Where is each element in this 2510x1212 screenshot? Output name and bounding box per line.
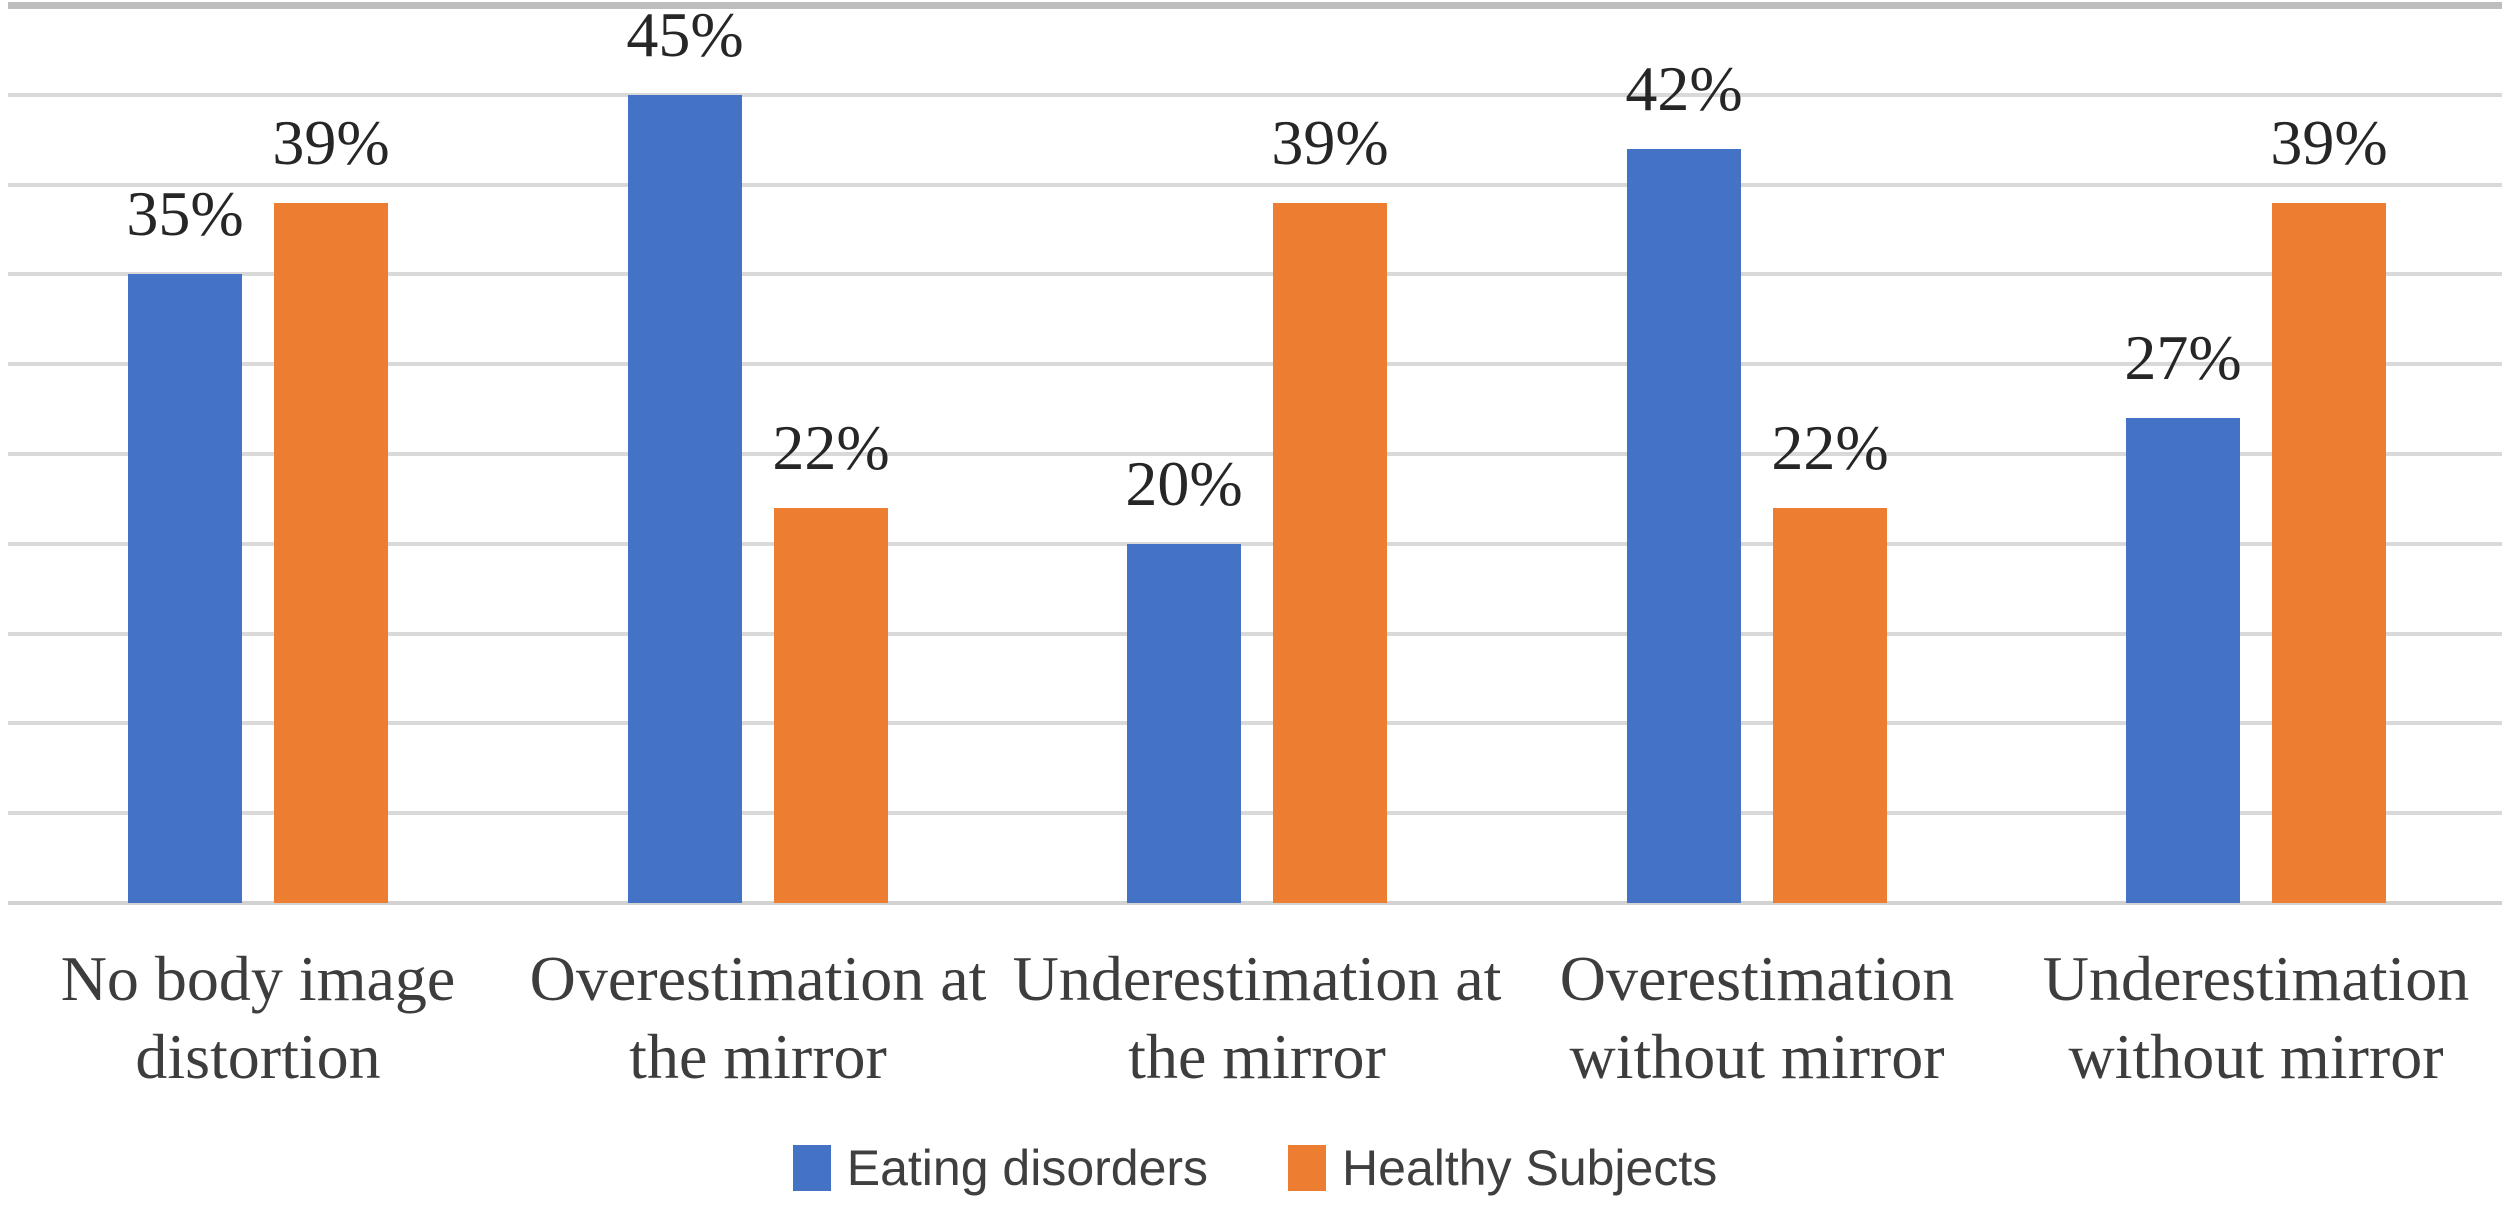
legend-swatch-eating-disorders-icon: [792, 1145, 831, 1191]
bar-eating-disorders-0: [128, 274, 242, 903]
bar-eating-disorders-3: [1627, 149, 1741, 903]
gridline-35pct: [8, 272, 2502, 276]
legend: Eating disorders Healthy Subjects: [0, 1136, 2510, 1200]
category-label-0: No body image distortion: [60, 943, 456, 1092]
data-label-eating-disorders-0: 35%: [126, 178, 244, 249]
bar-healthy-subjects-2: [1273, 203, 1387, 903]
gridline-50pct: [8, 2, 2502, 9]
category-label-4: Underestimation without mirror: [2042, 943, 2470, 1092]
category-label-2: Underestimation at the mirror: [1012, 943, 1502, 1092]
category-label-1: Overestimation at the mirror: [529, 943, 987, 1092]
gridline-10pct: [8, 721, 2502, 725]
bar-healthy-subjects-0: [274, 203, 388, 903]
data-label-healthy-subjects-2: 39%: [1271, 107, 1389, 178]
data-label-eating-disorders-1: 45%: [626, 0, 744, 70]
data-label-eating-disorders-2: 20%: [1125, 448, 1243, 519]
gridline-5pct: [8, 811, 2502, 815]
gridline-45pct: [8, 93, 2502, 97]
data-label-healthy-subjects-0: 39%: [272, 107, 390, 178]
legend-label-healthy-subjects: Healthy Subjects: [1342, 1140, 1718, 1196]
legend-item-eating-disorders: Eating disorders: [792, 1139, 1209, 1197]
data-label-healthy-subjects-4: 39%: [2270, 107, 2388, 178]
bar-eating-disorders-4: [2126, 418, 2240, 903]
gridline-15pct: [8, 632, 2502, 636]
bar-healthy-subjects-1: [774, 508, 888, 903]
legend-label-eating-disorders: Eating disorders: [846, 1140, 1209, 1196]
bar-eating-disorders-1: [628, 95, 742, 903]
gridline-0pct: [8, 901, 2502, 905]
bar-eating-disorders-2: [1127, 544, 1241, 903]
gridline-25pct: [8, 452, 2502, 456]
gridline-30pct: [8, 362, 2502, 366]
data-label-eating-disorders-3: 42%: [1625, 53, 1743, 124]
bar-healthy-subjects-4: [2272, 203, 2386, 903]
plot-area: 35% 45% 20% 42% 27% 39% 22% 39% 22% 39%: [8, 0, 2502, 905]
data-label-healthy-subjects-3: 22%: [1771, 412, 1889, 483]
data-label-healthy-subjects-1: 22%: [772, 412, 890, 483]
category-label-3: Overestimation without mirror: [1559, 943, 1955, 1092]
bar-healthy-subjects-3: [1773, 508, 1887, 903]
gridline-20pct: [8, 542, 2502, 546]
data-label-eating-disorders-4: 27%: [2124, 322, 2242, 393]
legend-swatch-healthy-subjects-icon: [1288, 1145, 1327, 1191]
legend-item-healthy-subjects: Healthy Subjects: [1288, 1139, 1717, 1197]
gridline-40pct: [8, 183, 2502, 187]
